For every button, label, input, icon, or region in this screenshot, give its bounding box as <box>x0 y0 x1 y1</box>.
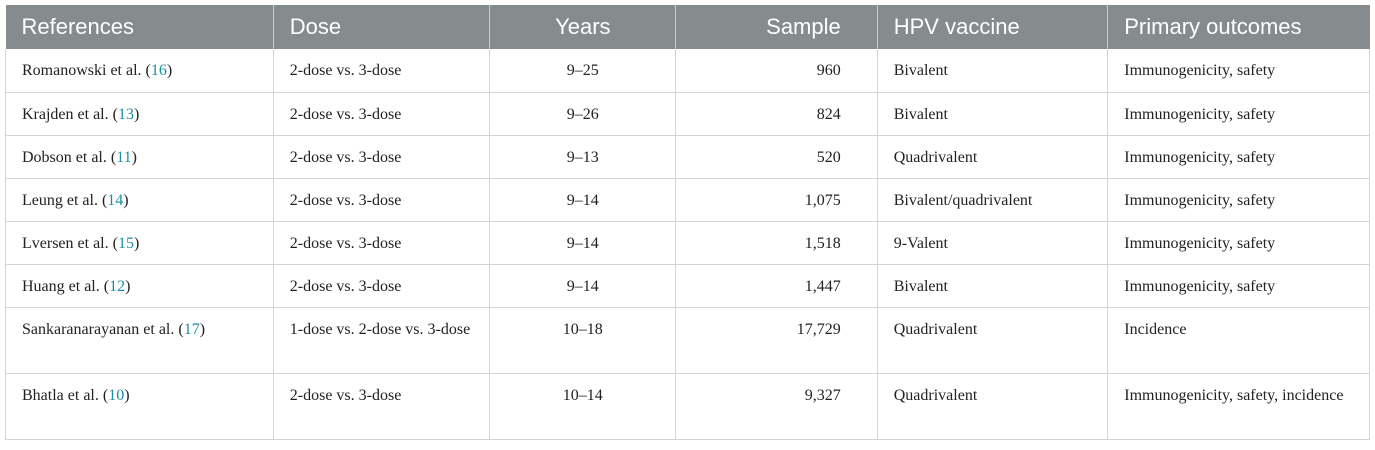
header-dose: Dose <box>272 5 490 49</box>
cell-dose: 2-dose vs. 3-dose <box>272 135 490 179</box>
table-row: Bhatla et al. (10) 2-dose vs. 3-dose 10–… <box>5 373 1370 440</box>
cell-years: 9–13 <box>489 135 676 179</box>
table-row: Krajden et al. (13) 2-dose vs. 3-dose 9–… <box>5 92 1370 136</box>
cell-dose: 2-dose vs. 3-dose <box>272 92 490 136</box>
citation-link[interactable]: 12 <box>109 277 126 295</box>
cell-outcomes: Immunogenicity, safety, incidence <box>1107 373 1370 440</box>
header-years: Years <box>489 5 676 49</box>
cell-years: 9–26 <box>489 92 676 136</box>
header-sample: Sample <box>675 5 878 49</box>
studies-table-container: References Dose Years Sample HPV vaccine… <box>5 5 1370 440</box>
cell-outcomes: Immunogenicity, safety <box>1107 221 1370 265</box>
cell-dose: 1-dose vs. 2-dose vs. 3-dose <box>272 307 490 374</box>
cell-vaccine: Bivalent <box>876 49 1108 93</box>
cell-outcomes: Immunogenicity, safety <box>1107 92 1370 136</box>
cell-reference: Romanowski et al. (16) <box>5 49 274 93</box>
citation-link[interactable]: 16 <box>150 62 167 79</box>
cell-reference: Leung et al. (14) <box>5 178 274 222</box>
header-hpv-vaccine: HPV vaccine <box>876 5 1108 49</box>
cell-outcomes: Immunogenicity, safety <box>1107 178 1370 222</box>
author: Romanowski et al. <box>22 62 142 79</box>
cell-sample: 1,075 <box>675 178 878 222</box>
cell-vaccine: Bivalent <box>876 92 1108 136</box>
cell-sample: 9,327 <box>675 373 878 440</box>
author: Leung et al. <box>22 191 98 209</box>
cell-vaccine: Bivalent/quadrivalent <box>876 178 1108 222</box>
cell-sample: 1,447 <box>675 264 878 308</box>
table-row: Sankaranarayanan et al. (17) 1-dose vs. … <box>5 307 1370 374</box>
cell-outcomes: Immunogenicity, safety <box>1107 49 1370 93</box>
table-row: Lversen et al. (15) 2-dose vs. 3-dose 9–… <box>5 221 1370 265</box>
table-row: Dobson et al. (11) 2-dose vs. 3-dose 9–1… <box>5 135 1370 179</box>
cell-reference: Bhatla et al. (10) <box>5 373 274 440</box>
header-primary-outcomes: Primary outcomes <box>1107 5 1370 49</box>
cell-sample: 960 <box>675 49 878 93</box>
cell-vaccine: Bivalent <box>876 264 1108 308</box>
cell-dose: 2-dose vs. 3-dose <box>272 178 490 222</box>
cell-vaccine: 9-Valent <box>876 221 1108 265</box>
header-row: References Dose Years Sample HPV vaccine… <box>5 5 1370 49</box>
citation-link[interactable]: 15 <box>117 234 134 252</box>
author: Lversen et al. <box>22 234 109 252</box>
cell-reference: Huang et al. (12) <box>5 264 274 308</box>
cell-sample: 824 <box>675 92 878 136</box>
cell-outcomes: Immunogenicity, safety <box>1107 135 1370 179</box>
author: Huang et al. <box>22 277 100 295</box>
table-row: Leung et al. (14) 2-dose vs. 3-dose 9–14… <box>5 178 1370 222</box>
author: Sankaranarayanan et al. <box>22 320 175 338</box>
cell-sample: 1,518 <box>675 221 878 265</box>
citation-link[interactable]: 14 <box>107 191 124 209</box>
cell-years: 10–14 <box>489 373 676 440</box>
citation-link[interactable]: 11 <box>116 148 132 166</box>
cell-dose: 2-dose vs. 3-dose <box>272 373 490 440</box>
cell-dose: 2-dose vs. 3-dose <box>272 264 490 308</box>
cell-vaccine: Quadrivalent <box>876 307 1108 374</box>
citation-link[interactable]: 13 <box>117 105 134 123</box>
cell-outcomes: Incidence <box>1107 307 1370 374</box>
cell-reference: Sankaranarayanan et al. (17) <box>5 307 274 374</box>
cell-sample: 520 <box>675 135 878 179</box>
author: Bhatla et al. <box>22 386 99 404</box>
cell-vaccine: Quadrivalent <box>876 373 1108 440</box>
citation-link[interactable]: 10 <box>108 386 125 404</box>
cell-reference: Lversen et al. (15) <box>5 221 274 265</box>
cell-years: 9–14 <box>489 264 676 308</box>
cell-outcomes: Immunogenicity, safety <box>1107 264 1370 308</box>
cell-vaccine: Quadrivalent <box>876 135 1108 179</box>
cell-years: 9–25 <box>489 49 676 93</box>
cell-dose: 2-dose vs. 3-dose <box>272 49 490 93</box>
table-row: Romanowski et al. (16) 2-dose vs. 3-dose… <box>5 49 1370 93</box>
cell-reference: Dobson et al. (11) <box>5 135 274 179</box>
cell-years: 9–14 <box>489 178 676 222</box>
studies-table: References Dose Years Sample HPV vaccine… <box>5 5 1370 440</box>
table-row: Huang et al. (12) 2-dose vs. 3-dose 9–14… <box>5 264 1370 308</box>
cell-years: 9–14 <box>489 221 676 265</box>
cell-sample: 17,729 <box>675 307 878 374</box>
author: Dobson et al. <box>22 148 107 166</box>
cell-years: 10–18 <box>489 307 676 374</box>
author: Krajden et al. <box>22 105 109 123</box>
cell-dose: 2-dose vs. 3-dose <box>272 221 490 265</box>
citation-link[interactable]: 17 <box>183 320 200 338</box>
cell-reference: Krajden et al. (13) <box>5 92 274 136</box>
header-references: References <box>5 5 274 49</box>
